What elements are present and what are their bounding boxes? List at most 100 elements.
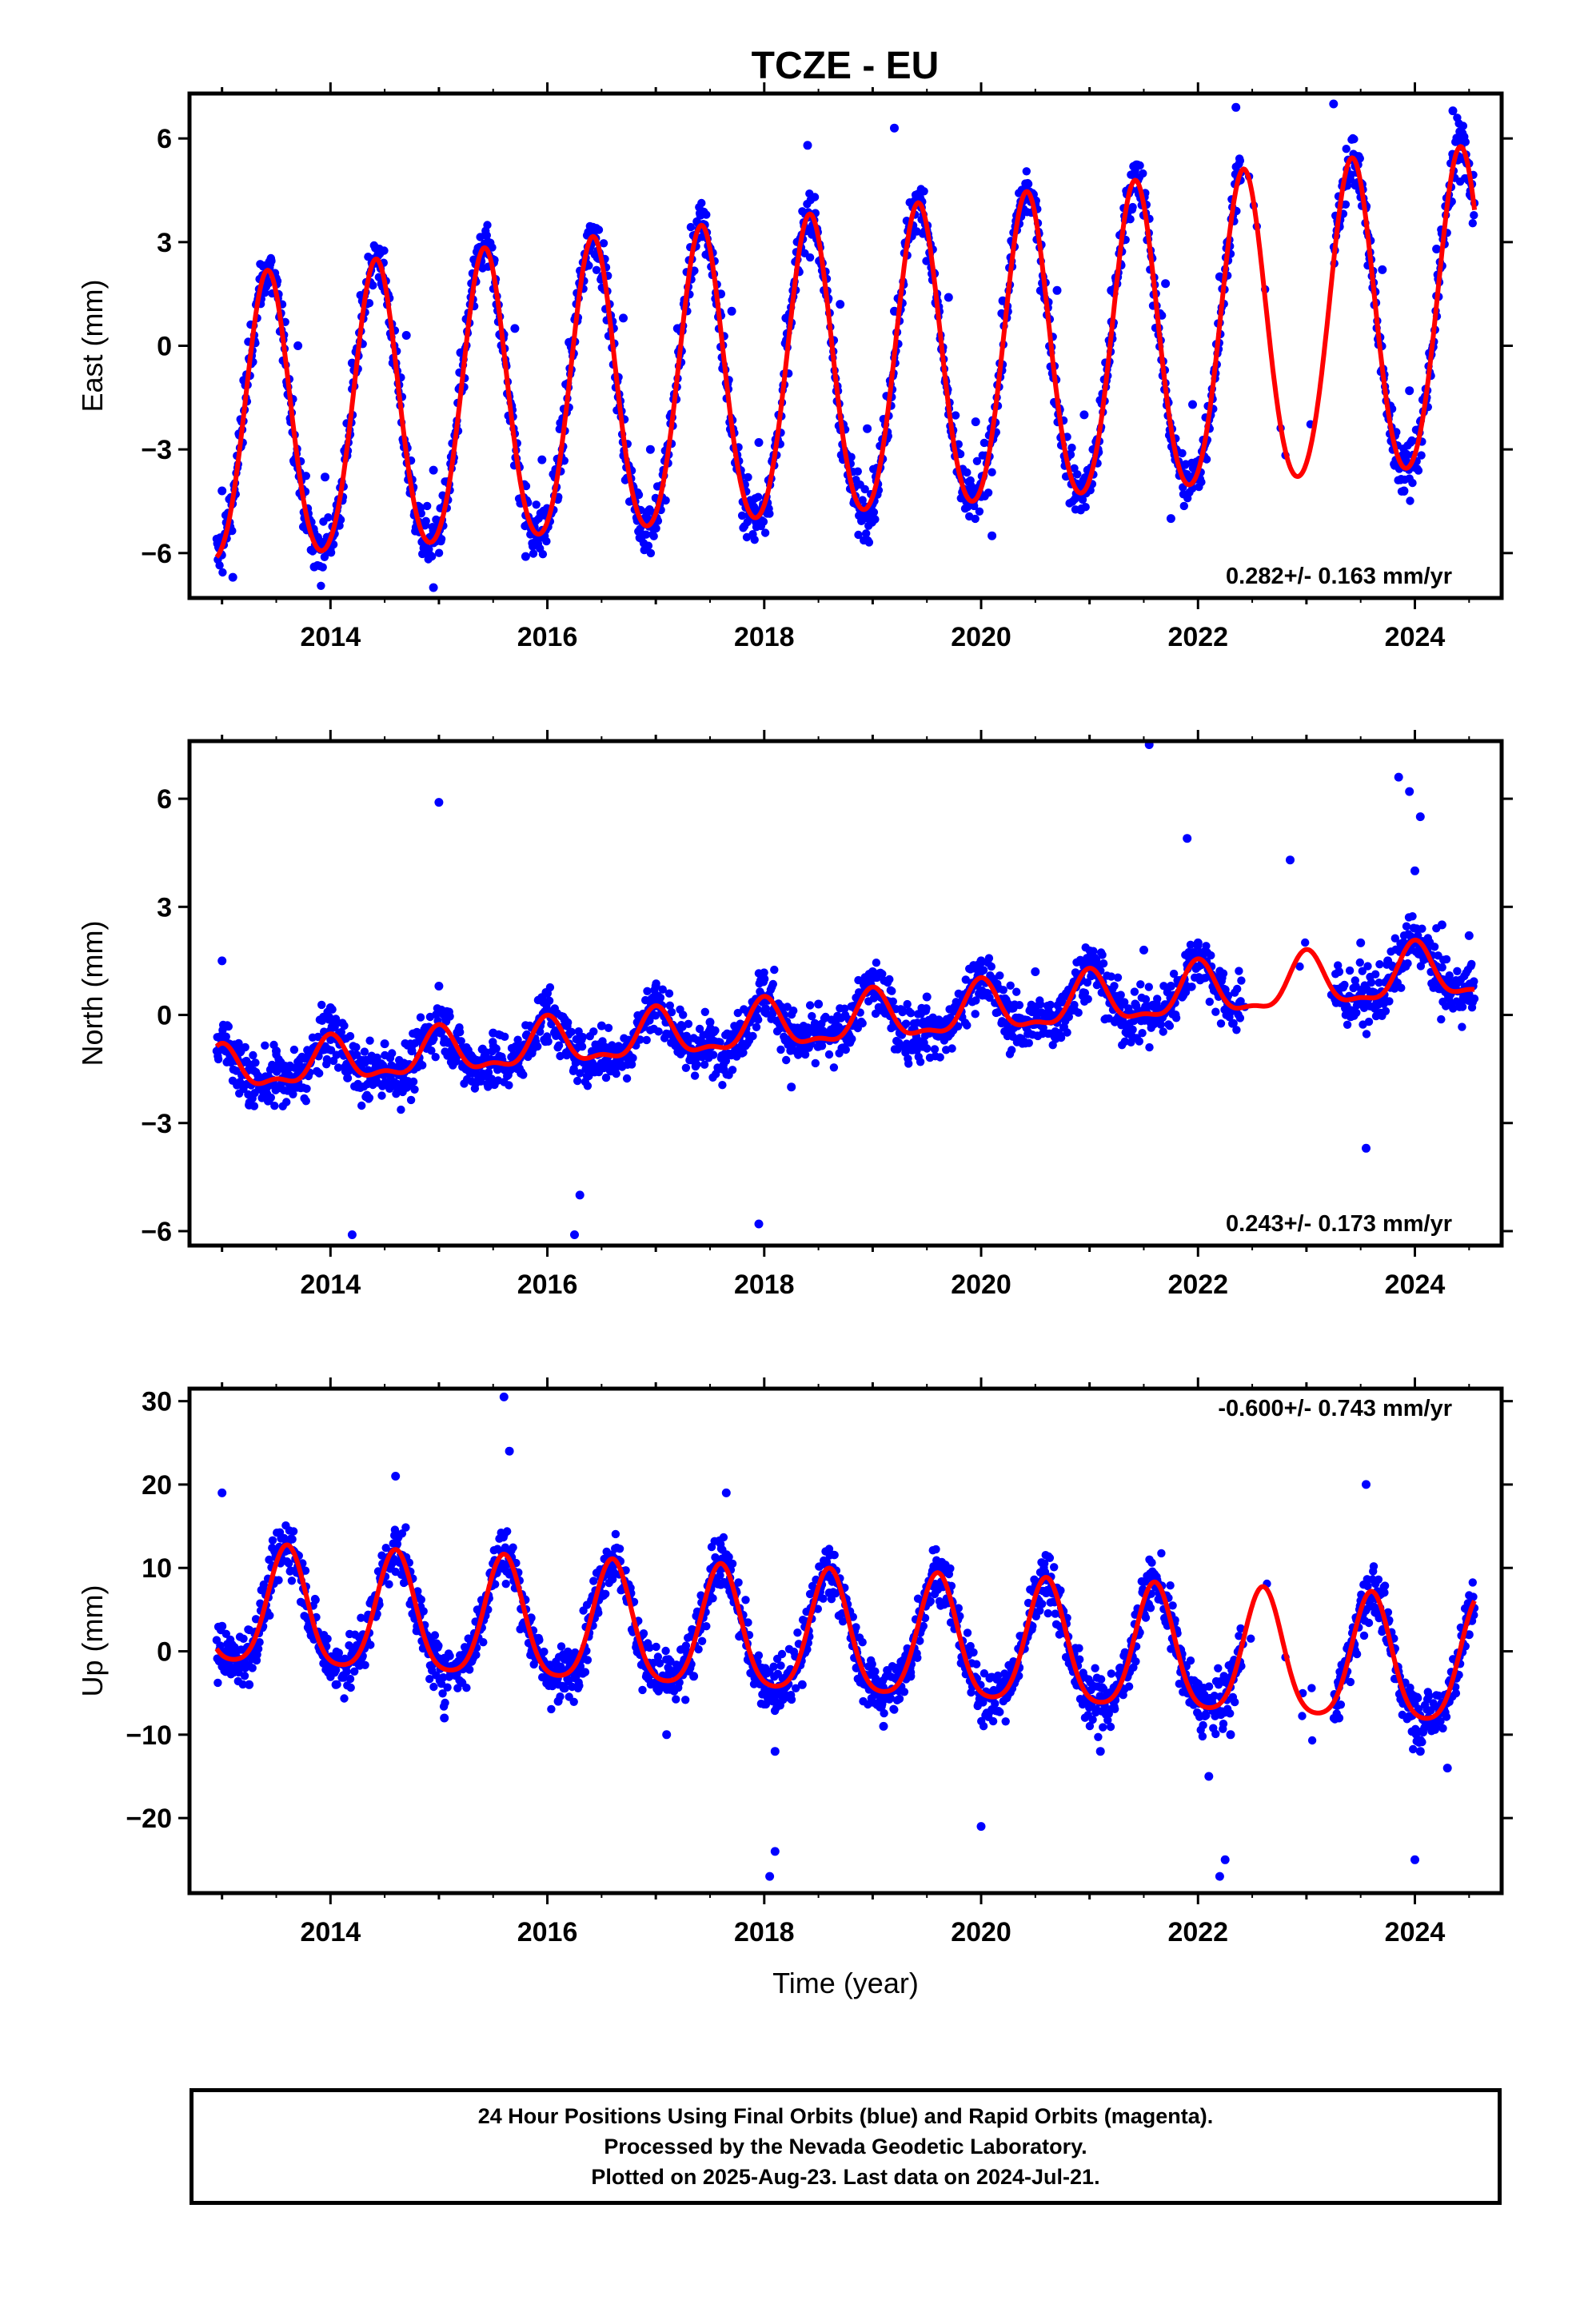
- data-point: [214, 1055, 222, 1063]
- data-point: [1197, 478, 1205, 486]
- data-point: [346, 1032, 354, 1040]
- data-point: [1217, 1019, 1225, 1027]
- data-point: [489, 1029, 497, 1038]
- y-tick-label: 6: [157, 124, 172, 154]
- data-point: [340, 1022, 348, 1030]
- data-point: [1301, 939, 1309, 947]
- data-point: [310, 563, 319, 572]
- data-point: [628, 1054, 636, 1062]
- data-point: [963, 1021, 971, 1029]
- data-point: [963, 468, 971, 476]
- data-point: [1346, 967, 1354, 975]
- data-point: [545, 997, 553, 1005]
- data-point: [1167, 514, 1175, 523]
- data-point: [1399, 487, 1408, 496]
- data-point: [282, 1098, 290, 1106]
- data-point: [728, 1066, 736, 1074]
- data-point: [868, 967, 877, 976]
- data-point: [931, 1045, 939, 1053]
- data-point: [321, 472, 329, 481]
- y-tick-label: −6: [141, 539, 172, 569]
- data-point: [1286, 855, 1295, 864]
- data-point: [836, 300, 844, 309]
- data-point: [302, 1085, 310, 1093]
- data-point: [540, 1648, 548, 1656]
- data-point: [1343, 1021, 1351, 1029]
- data-point: [1469, 219, 1477, 227]
- data-point: [754, 1015, 762, 1023]
- y-tick-label: 6: [157, 784, 172, 815]
- data-point: [409, 1078, 417, 1086]
- data-point: [218, 568, 226, 576]
- data-point: [751, 536, 759, 544]
- data-point: [323, 1635, 331, 1643]
- data-point: [728, 307, 736, 316]
- data-point: [434, 798, 443, 807]
- data-point: [760, 517, 768, 525]
- y-axis-label: North (mm): [76, 921, 109, 1066]
- data-point: [435, 549, 443, 557]
- data-point: [706, 1018, 715, 1026]
- data-point: [865, 538, 873, 546]
- data-points-east: [213, 100, 1479, 592]
- x-tick-label: 2014: [300, 1270, 361, 1300]
- data-point: [245, 1101, 253, 1110]
- data-point: [754, 493, 762, 501]
- data-point: [312, 1596, 320, 1604]
- data-point: [584, 1082, 592, 1090]
- data-point: [1139, 169, 1147, 177]
- data-point: [423, 502, 431, 510]
- data-point: [1098, 951, 1106, 959]
- data-point: [557, 1642, 565, 1650]
- data-point: [1449, 106, 1458, 115]
- data-point: [1236, 157, 1244, 165]
- x-tick-label: 2024: [1385, 622, 1446, 652]
- data-point: [1367, 979, 1375, 987]
- data-point: [995, 971, 1003, 979]
- data-point: [697, 199, 705, 207]
- data-point: [289, 1527, 297, 1535]
- fit-line-east: [217, 146, 1474, 557]
- data-point: [854, 468, 862, 476]
- data-point: [1084, 995, 1092, 1003]
- data-point: [1025, 1039, 1033, 1047]
- data-point: [1067, 444, 1075, 452]
- data-point: [985, 954, 993, 962]
- data-point: [1187, 941, 1195, 949]
- data-point: [348, 1230, 357, 1239]
- data-point: [1079, 410, 1088, 419]
- data-point: [1073, 470, 1081, 478]
- data-point: [988, 532, 996, 540]
- data-point: [1453, 967, 1461, 975]
- data-point: [1438, 920, 1446, 929]
- data-point: [770, 966, 778, 974]
- data-point: [533, 500, 541, 508]
- data-point: [1063, 1028, 1071, 1036]
- data-point: [1385, 997, 1393, 1005]
- data-point: [570, 1698, 578, 1706]
- data-point: [825, 1050, 833, 1058]
- data-point: [434, 1641, 442, 1649]
- data-point: [744, 473, 752, 481]
- y-tick-label: 3: [157, 228, 172, 258]
- data-point: [584, 1656, 592, 1664]
- data-point: [776, 1046, 784, 1054]
- data-point: [251, 1058, 259, 1066]
- data-point: [863, 425, 872, 433]
- data-point: [1430, 943, 1438, 951]
- data-point: [1408, 912, 1416, 920]
- data-point: [213, 1679, 221, 1687]
- data-point: [638, 1686, 646, 1694]
- data-point: [1075, 1009, 1083, 1017]
- data-point: [535, 1636, 543, 1644]
- data-point: [456, 1028, 464, 1036]
- data-point: [381, 1039, 389, 1048]
- data-point: [576, 1190, 585, 1199]
- data-point: [575, 1681, 583, 1689]
- data-point: [568, 1028, 576, 1036]
- data-point: [644, 542, 652, 550]
- x-tick-label: 2020: [951, 1270, 1011, 1300]
- data-point: [1031, 967, 1039, 976]
- data-point: [274, 1576, 282, 1584]
